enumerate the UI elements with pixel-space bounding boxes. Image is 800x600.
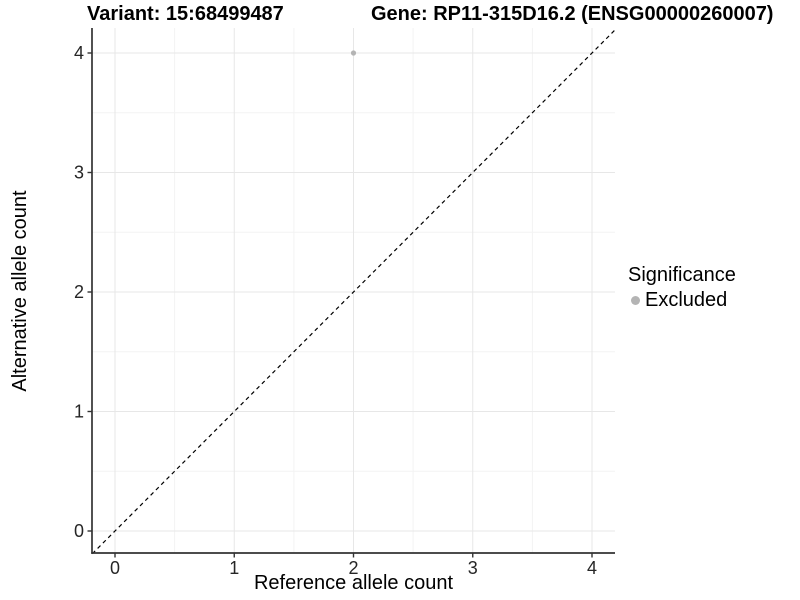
data-point [350,50,357,56]
x-tick-label: 1 [229,558,239,578]
x-tick-label: 2 [348,558,358,578]
identity-line [91,29,616,555]
legend-item-label: Excluded [645,289,728,311]
y-tick-label: 3 [74,163,84,183]
legend-title: Significance [628,264,736,286]
plot-title-variant: Variant: 15:68499487 [87,3,284,25]
y-tick-label: 1 [74,402,84,422]
legend-item-excluded: Excluded [628,288,736,313]
y-tick-label: 2 [74,282,84,302]
legend: Significance Excluded [628,263,736,313]
excluded-point-icon [631,296,640,305]
y-tick-label: 4 [74,43,84,63]
x-tick-label: 4 [587,558,597,578]
y-axis-title: Alternative allele count [9,190,31,392]
x-axis-title: Reference allele count [253,572,453,594]
x-tick-label: 3 [468,558,478,578]
x-tick-label: 0 [110,558,120,578]
plot-title-gene: Gene: RP11-315D16.2 (ENSG00000260007) [371,3,774,25]
y-tick-label: 0 [74,521,84,541]
